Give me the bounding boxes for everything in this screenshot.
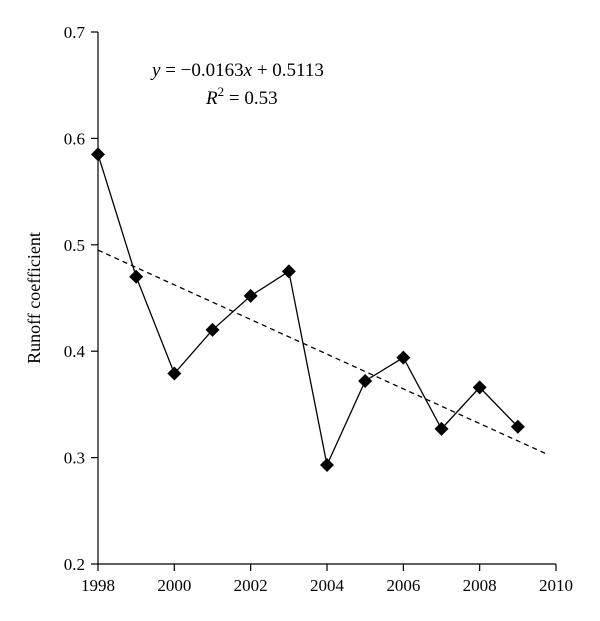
- data-point-marker: [91, 147, 105, 162]
- y-tick-label: 0.3: [64, 449, 85, 468]
- data-point-marker: [281, 264, 296, 279]
- r2-symbol: R: [205, 88, 218, 109]
- x-tick-label: 2006: [386, 576, 420, 595]
- y-tick-label: 0.7: [64, 23, 86, 42]
- data-point-marker: [396, 350, 411, 365]
- r-squared-label: R2 = 0.53: [205, 84, 278, 109]
- y-ticks: 0.2 0.3 0.4 0.5 0.6 0.7: [64, 23, 98, 574]
- data-point-marker: [167, 366, 182, 381]
- r2-exponent: 2: [218, 84, 225, 99]
- data-point-marker: [472, 380, 487, 395]
- data-point-marker: [320, 458, 334, 473]
- x-tick-label: 2000: [157, 576, 191, 595]
- equation-var: x: [243, 60, 253, 81]
- data-point-marker: [129, 269, 144, 284]
- x-tick-label: 2010: [539, 576, 573, 595]
- y-tick-label: 0.2: [64, 555, 85, 574]
- trendline: [97, 249, 549, 456]
- data-point-marker: [205, 322, 220, 337]
- y-tick-label: 0.5: [64, 236, 85, 255]
- x-tick-label: 2002: [234, 576, 268, 595]
- x-tick-label: 1998: [81, 576, 115, 595]
- x-tick-label: 2008: [463, 576, 497, 595]
- y-tick-label: 0.6: [64, 129, 85, 148]
- r2-value: = 0.53: [224, 88, 277, 109]
- data-point-marker: [358, 373, 373, 388]
- equation-lhs: y: [150, 60, 161, 81]
- equation-rhs: = −0.0163: [160, 60, 243, 81]
- equation-tail: + 0.5113: [252, 60, 324, 81]
- x-ticks: 1998 2000 2002 2004 2006 2008 2010: [81, 564, 573, 595]
- data-point-marker: [434, 421, 449, 436]
- trendline-equation: y = −0.0163x + 0.5113: [150, 60, 324, 81]
- data-point-marker: [243, 288, 258, 303]
- y-tick-label: 0.4: [64, 342, 86, 361]
- x-tick-label: 2004: [310, 576, 345, 595]
- series-line: [97, 154, 519, 468]
- y-axis-title: Runoff coefficient: [24, 232, 44, 364]
- axes: [97, 32, 556, 565]
- data-markers: [91, 147, 525, 473]
- data-point-marker: [510, 419, 525, 434]
